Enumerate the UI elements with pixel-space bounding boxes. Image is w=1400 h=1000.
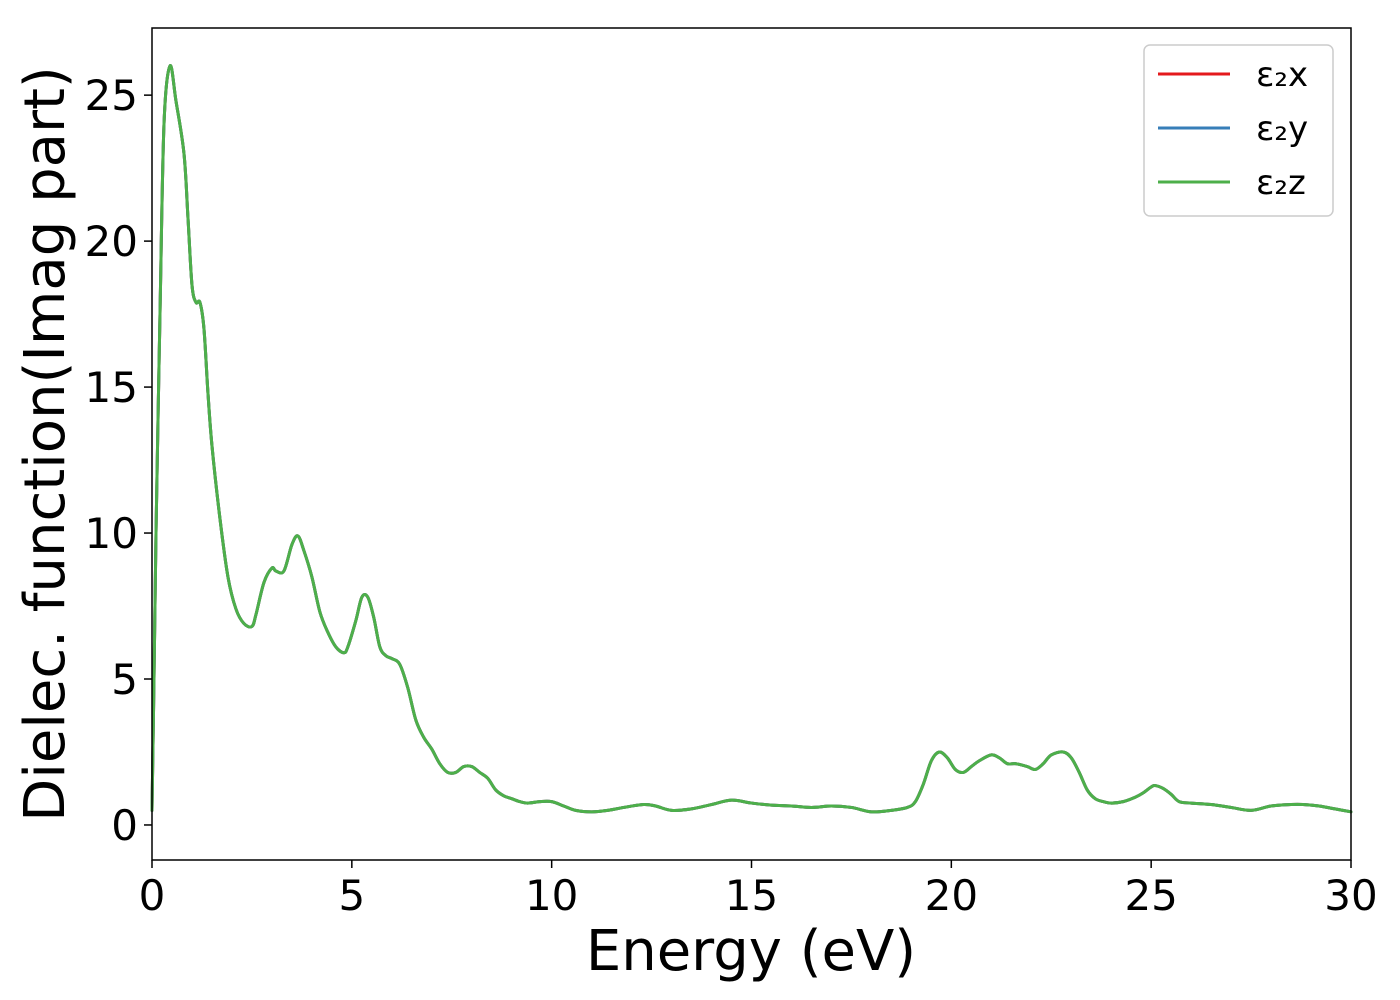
y-tick-label: 5 <box>111 655 138 704</box>
x-tick-label: 20 <box>925 871 978 920</box>
y-tick-label: 25 <box>85 71 138 120</box>
y-tick-label: 10 <box>85 509 138 558</box>
series-layer <box>150 64 1353 814</box>
y-axis-label: Dielec. function(Imag part) <box>13 66 78 822</box>
x-axis-label: Energy (eV) <box>586 919 916 984</box>
x-tick-label: 25 <box>1124 871 1177 920</box>
x-tick-label: 15 <box>725 871 778 920</box>
legend-label: ε₂x <box>1256 55 1308 95</box>
series-line-e2z <box>150 64 1353 814</box>
legend-label: ε₂y <box>1256 109 1308 149</box>
y-tick-label: 20 <box>85 217 138 266</box>
x-tick-label: 10 <box>525 871 578 920</box>
legend-box <box>1143 44 1334 217</box>
y-tick-label: 0 <box>111 801 138 850</box>
ticks-layer: 0 5 10 15 20 25 30 0 5 10 15 20 25 <box>85 71 1378 920</box>
x-tick-label: 0 <box>139 871 166 920</box>
x-tick-label: 30 <box>1324 871 1377 920</box>
x-tick-label: 5 <box>338 871 365 920</box>
legend-label: ε₂z <box>1256 163 1306 203</box>
legend: ε₂x ε₂y ε₂z <box>1143 44 1334 217</box>
y-tick-label: 15 <box>85 363 138 412</box>
